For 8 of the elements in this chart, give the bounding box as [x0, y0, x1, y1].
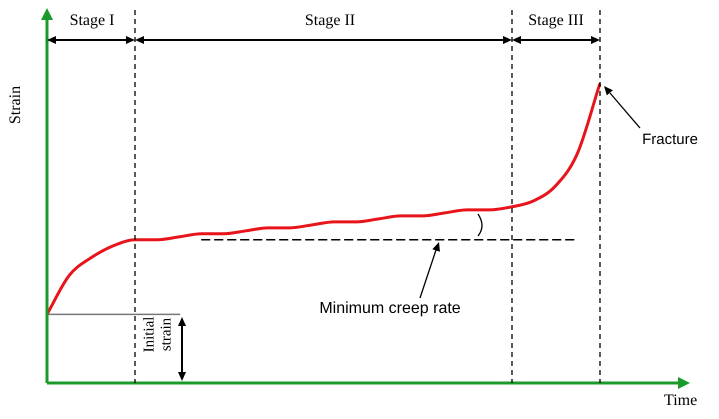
text: Stage I — [68, 12, 116, 30]
text: Stage III — [527, 12, 585, 30]
annotation: Fracture — [641, 131, 699, 148]
text: Stage II — [304, 12, 356, 30]
annotation: Minimum creep rate — [318, 300, 462, 318]
annotation: Initial strain — [142, 316, 174, 354]
y-axis-title: Strain — [7, 84, 25, 126]
x-axis-title: Time — [664, 392, 698, 410]
